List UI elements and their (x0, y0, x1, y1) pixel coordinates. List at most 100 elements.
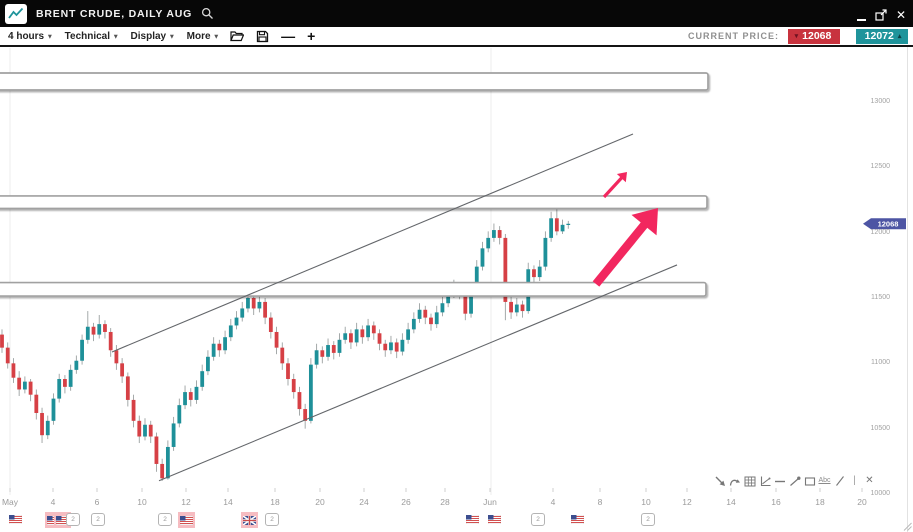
chart-toolbar: 4 hours ▾ Technical ▾ Display ▾ More ▾ — + CURR… (0, 27, 913, 47)
resize-grip-icon[interactable] (903, 522, 912, 531)
x-axis-tick-label: 10 (137, 497, 147, 507)
event-flag-marker[interactable] (241, 512, 258, 528)
sell-price-value: 12068 (802, 30, 832, 42)
candle-up (469, 290, 473, 314)
candle-down (463, 292, 468, 314)
candle-down (297, 392, 302, 410)
zoom-in-icon[interactable]: + (307, 28, 316, 44)
x-axis-tick-label: 12 (682, 497, 692, 507)
candle-up (68, 369, 73, 387)
arrow-shaft[interactable] (592, 221, 649, 287)
menu-more[interactable]: More ▾ (186, 30, 219, 42)
diagonal-line-tool-icon[interactable] (832, 473, 847, 488)
channel-line-lower[interactable] (158, 264, 678, 482)
chart-right-border (907, 47, 908, 532)
candle-down (377, 333, 382, 344)
x-axis-tick-label: 18 (270, 497, 280, 507)
us-flag-icon (488, 514, 501, 524)
calendar-event-icon[interactable]: 2 (91, 512, 105, 526)
candle-down (274, 331, 279, 348)
channel-line-upper[interactable] (111, 133, 634, 353)
candle-down (148, 424, 153, 437)
calendar-icon: 2 (158, 512, 172, 526)
close-icon[interactable]: ✕ (895, 7, 906, 22)
candle-down (291, 379, 296, 393)
candle-up (165, 446, 170, 479)
candle-up (492, 230, 496, 238)
text-tool-icon[interactable]: Abc (818, 477, 831, 484)
current-price-label: CURRENT PRICE: (687, 31, 779, 41)
channel-lines[interactable] (111, 133, 678, 482)
elbow-arrow-tool-icon[interactable] (727, 473, 742, 488)
calendar-event-icon[interactable]: 2 (158, 512, 172, 526)
event-flag-marker[interactable] (571, 512, 584, 526)
us-flag-icon (47, 515, 60, 525)
x-axis-tick-label: 16 (771, 497, 781, 507)
candle-down (268, 317, 273, 332)
search-icon[interactable] (201, 7, 214, 20)
axes-line-tool-icon[interactable] (757, 473, 772, 488)
zone-box[interactable] (0, 195, 708, 210)
trend-line-tool-icon[interactable] (787, 473, 802, 488)
calendar-event-icon[interactable]: 2 (265, 512, 279, 526)
candle-up (337, 339, 342, 353)
rectangle-tool-icon[interactable] (802, 473, 817, 488)
event-flag-marker[interactable] (178, 512, 195, 528)
candle-up (343, 333, 348, 340)
candle-down (154, 436, 159, 464)
menu-display[interactable]: Display ▾ (130, 30, 174, 42)
restore-window-icon[interactable] (875, 7, 887, 21)
candle-up (480, 248, 485, 267)
candle-up (85, 326, 90, 340)
candle-up (51, 398, 56, 421)
arrow-shaft[interactable] (602, 175, 624, 199)
save-icon[interactable] (256, 30, 269, 43)
candle-up (171, 423, 176, 447)
close-tool-icon[interactable]: ✕ (865, 475, 874, 486)
event-flag-marker[interactable] (466, 512, 479, 526)
arrow-annotations[interactable] (592, 172, 658, 287)
x-axis-tick-label: 26 (401, 497, 411, 507)
x-axis-tick-label: 10 (641, 497, 651, 507)
instrument-title: BRENT CRUDE, DAILY AUG (36, 7, 193, 20)
zone-box[interactable] (0, 281, 707, 297)
calendar-event-icon[interactable]: 2 (531, 512, 545, 526)
sell-price-badge[interactable]: ▾ 12068 (788, 28, 840, 44)
zoom-out-icon[interactable]: — (281, 28, 296, 44)
candle-up (143, 424, 147, 437)
candle-up (446, 294, 451, 304)
x-axis-tick-label: 8 (597, 497, 603, 507)
candle-down (108, 331, 113, 351)
chevron-down-icon: ▾ (114, 33, 118, 41)
window-controls: ✕ (856, 0, 906, 27)
grid-tool-icon[interactable] (742, 473, 757, 488)
candle-down (0, 334, 4, 348)
buy-price-badge[interactable]: 12072 ▴ (856, 28, 908, 44)
minimize-icon[interactable] (856, 7, 866, 21)
candle-down (120, 363, 125, 377)
event-flag-marker[interactable] (9, 512, 22, 526)
chevron-down-icon: ▾ (48, 33, 52, 41)
candle-up (97, 324, 102, 335)
candle-down (303, 409, 308, 421)
calendar-event-icon[interactable]: 2 (66, 512, 80, 526)
candle-up (537, 266, 542, 278)
title-bar: BRENT CRUDE, DAILY AUG ✕ (0, 0, 913, 27)
horizontal-line-tool-icon[interactable] (772, 473, 787, 488)
open-folder-icon[interactable] (230, 30, 245, 42)
calendar-event-icon[interactable]: 2 (641, 512, 655, 526)
menu-technical[interactable]: Technical ▾ (64, 30, 118, 42)
event-flag-marker[interactable] (488, 512, 501, 526)
arrow-head[interactable] (616, 172, 627, 183)
calendar-icon: 2 (641, 512, 655, 526)
arrow-head[interactable] (631, 208, 658, 236)
pointer-tool-icon[interactable] (712, 473, 727, 488)
candle-down (137, 420, 142, 437)
candle-up (366, 325, 370, 338)
zone-box[interactable] (0, 72, 709, 91)
zone-boxes[interactable] (0, 72, 709, 297)
menu-4-hours[interactable]: 4 hours ▾ (8, 30, 52, 42)
candle-down (11, 363, 16, 378)
calendar-icon: 2 (66, 512, 80, 526)
